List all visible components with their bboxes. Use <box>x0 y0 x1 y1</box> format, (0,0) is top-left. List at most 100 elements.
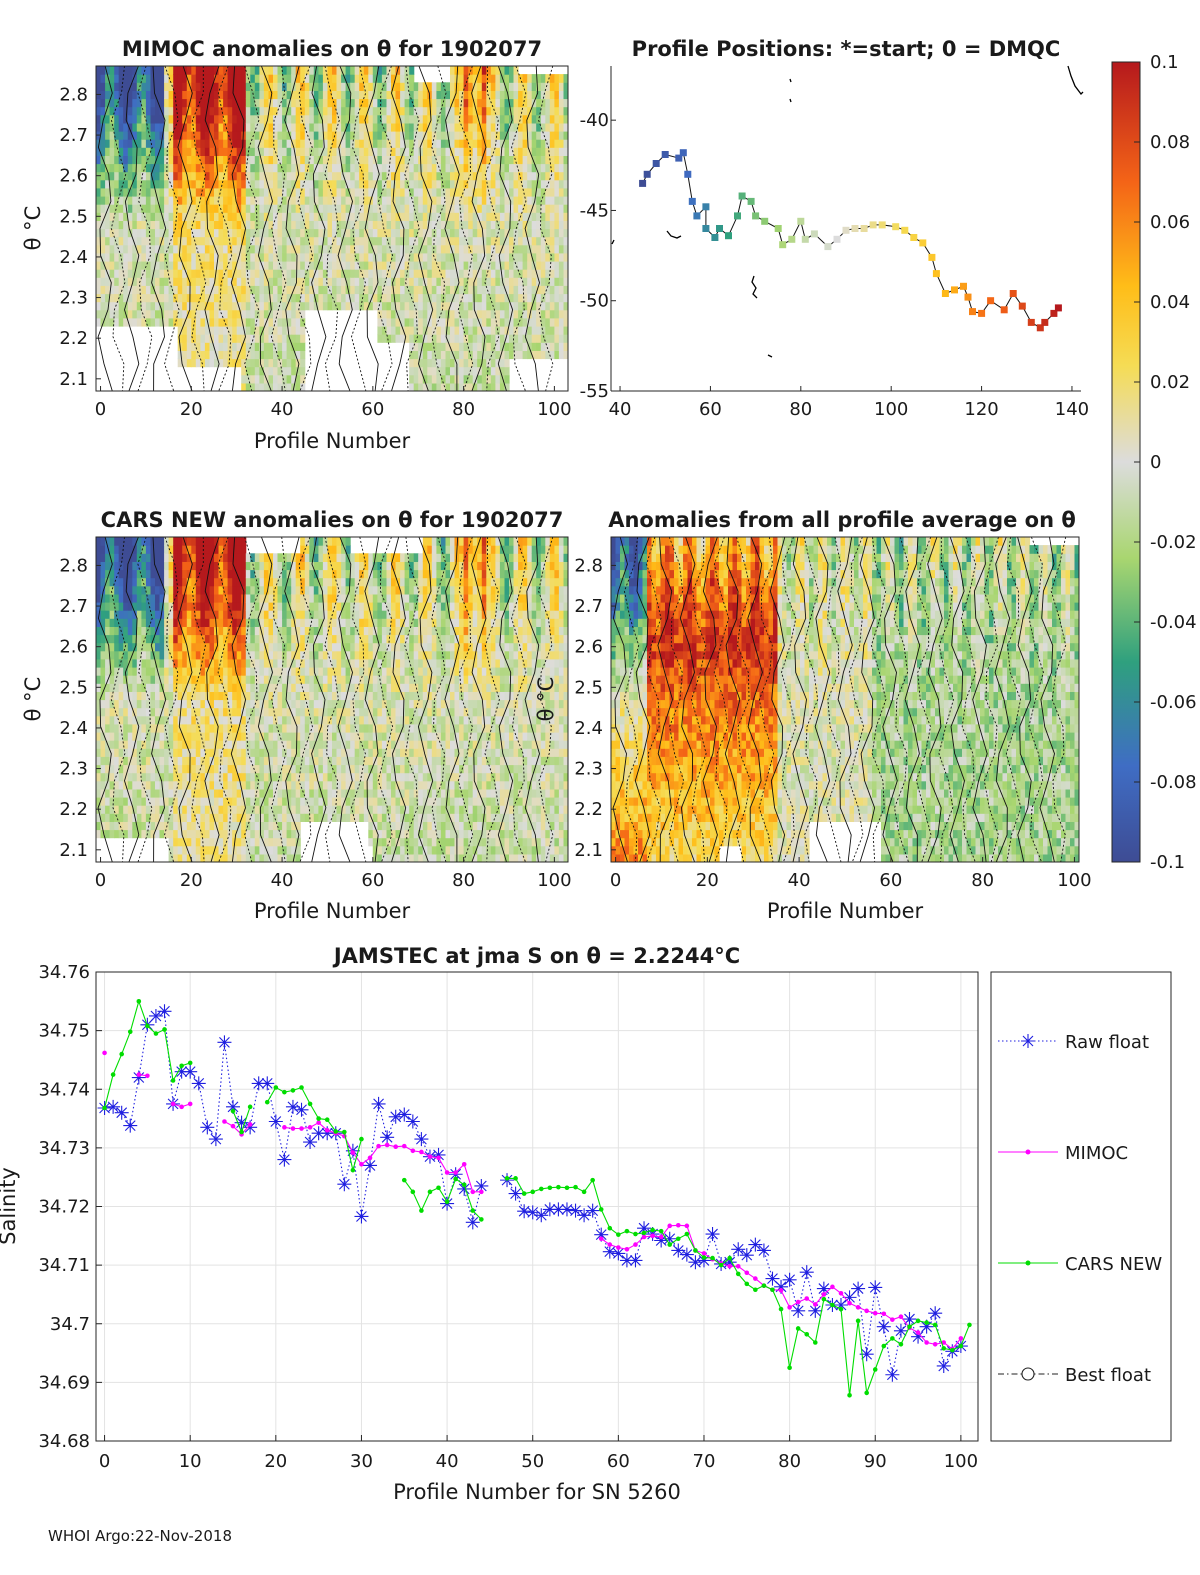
heatmap-cell <box>164 244 170 254</box>
profile-position-marker <box>910 234 918 241</box>
heatmap-cell <box>150 147 156 156</box>
heatmap-cell <box>463 285 469 295</box>
heatmap-cell <box>322 261 328 270</box>
heatmap-cell <box>109 261 115 270</box>
heatmap-cell <box>495 358 501 368</box>
heatmap-cell <box>304 269 310 278</box>
heatmap-cell <box>395 244 401 254</box>
heatmap-cell <box>490 366 496 376</box>
heatmap-cell <box>558 179 564 189</box>
heatmap-cell <box>259 82 265 91</box>
y-tick-label: 2.8 <box>59 84 88 105</box>
heatmap-cell <box>304 301 310 311</box>
heatmap-cell <box>123 74 129 83</box>
heatmap-cell <box>145 764 151 774</box>
heatmap-cell <box>241 252 247 262</box>
heatmap-cell <box>145 691 151 701</box>
heatmap-cell <box>481 309 487 319</box>
heatmap-cell <box>214 805 220 814</box>
heatmap-cell <box>191 845 197 855</box>
heatmap-cell <box>223 301 229 311</box>
heatmap-cell <box>563 114 568 124</box>
heatmap-cell <box>391 293 397 303</box>
heatmap-cell <box>250 382 256 391</box>
heatmap-cell <box>418 326 424 335</box>
heatmap-cell <box>368 82 374 91</box>
heatmap-cell <box>254 252 260 262</box>
heatmap-cell <box>282 122 288 132</box>
heatmap-cell <box>195 805 201 814</box>
heatmap-cell <box>318 106 324 116</box>
heatmap-cell <box>481 122 487 132</box>
heatmap-cell <box>345 196 351 205</box>
heatmap-cell <box>490 171 496 181</box>
heatmap-cell <box>182 756 188 766</box>
heatmap-cell <box>481 204 487 213</box>
heatmap-cell <box>327 196 333 205</box>
heatmap-cell <box>214 780 220 790</box>
heatmap-cell <box>259 277 265 286</box>
heatmap-cell <box>159 269 165 278</box>
heatmap-cell <box>123 813 129 822</box>
heatmap-cell <box>295 293 301 303</box>
heatmap-cell <box>223 228 229 238</box>
heatmap-cell <box>123 228 129 238</box>
heatmap-cell <box>386 285 392 295</box>
heatmap-cell <box>282 147 288 156</box>
heatmap-cell <box>468 204 474 213</box>
heatmap-cell <box>214 748 220 757</box>
heatmap-cell <box>114 805 120 814</box>
heatmap-cell <box>381 334 387 343</box>
heatmap-cell <box>214 650 220 660</box>
heatmap-cell <box>186 82 192 91</box>
heatmap-cell <box>200 740 206 749</box>
heatmap-cell <box>109 756 115 766</box>
heatmap-cell <box>391 90 397 100</box>
heatmap-cell <box>263 244 269 254</box>
heatmap-cell <box>195 114 201 124</box>
heatmap-cell <box>186 179 192 189</box>
heatmap-cell <box>96 163 102 173</box>
heatmap-cell <box>123 122 129 132</box>
heatmap-cell <box>259 163 265 173</box>
heatmap-cell <box>191 683 197 692</box>
heatmap-cell <box>427 131 433 140</box>
heatmap-cell <box>209 98 215 108</box>
chart-title-mimoc: MIMOC anomalies on θ for 1902077 <box>122 37 542 61</box>
heatmap-cell <box>159 658 165 668</box>
heatmap-cell <box>282 74 288 83</box>
heatmap-cell <box>332 236 338 246</box>
heatmap-cell <box>195 285 201 295</box>
heatmap-cell <box>177 90 183 100</box>
heatmap-cell <box>295 98 301 108</box>
heatmap-cell <box>241 285 247 295</box>
heatmap-cell <box>145 106 151 116</box>
heatmap-cell <box>318 98 324 108</box>
heatmap-cell <box>322 147 328 156</box>
heatmap-cell <box>291 66 297 75</box>
heatmap-cell <box>459 114 465 124</box>
heatmap-cell <box>105 139 111 148</box>
heatmap-cell <box>150 131 156 140</box>
heatmap-cell <box>236 285 242 295</box>
heatmap-cell <box>250 309 256 319</box>
heatmap-cell <box>513 293 519 303</box>
heatmap-cell <box>186 196 192 205</box>
heatmap-cell <box>191 155 197 165</box>
heatmap-cell <box>391 114 397 124</box>
heatmap-cell <box>513 90 519 100</box>
heatmap-cell <box>404 122 410 132</box>
heatmap-cell <box>304 204 310 213</box>
heatmap-cell <box>381 82 387 91</box>
heatmap-cell <box>472 90 478 100</box>
profile-position-marker <box>969 308 976 316</box>
heatmap-cell <box>214 740 220 749</box>
heatmap-cell <box>173 853 179 862</box>
heatmap-cell <box>504 366 510 376</box>
heatmap-cell <box>100 577 106 587</box>
heatmap-cell <box>318 66 324 75</box>
heatmap-cell <box>127 212 133 221</box>
heatmap-cell <box>350 220 356 230</box>
heatmap-cell <box>400 269 406 278</box>
heatmap-cell <box>536 261 542 270</box>
